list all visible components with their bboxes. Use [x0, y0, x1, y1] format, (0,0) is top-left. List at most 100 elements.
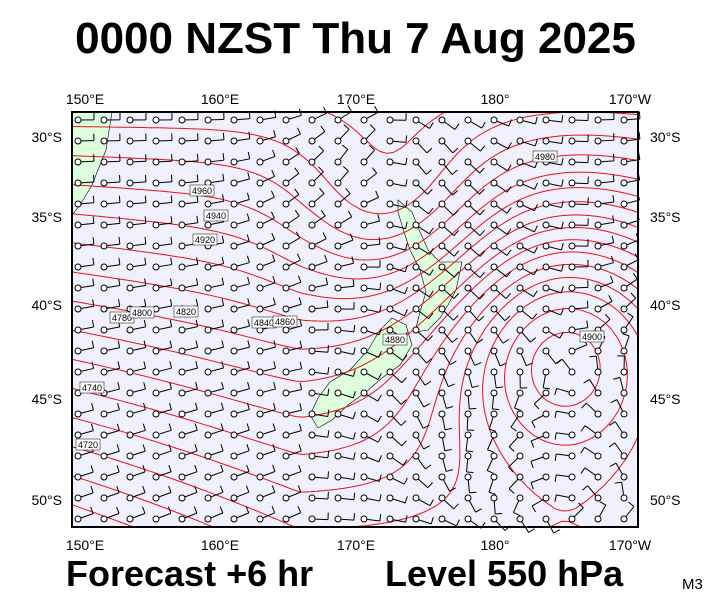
barb-station: [594, 263, 602, 271]
barb-station: [542, 452, 550, 460]
barb-station: [490, 158, 498, 166]
barb-flag: [272, 444, 276, 452]
barb-station: [230, 158, 238, 166]
barb-station: [100, 263, 108, 271]
barb-station: [568, 116, 576, 124]
barb-flag: [560, 264, 564, 272]
barb-flag: [426, 358, 433, 364]
barb-flag: [613, 377, 621, 380]
barb-flag: [377, 373, 382, 380]
barb-flag: [294, 188, 300, 195]
barb-station: [412, 137, 420, 145]
barb-station: [360, 410, 368, 418]
barb-flag: [221, 340, 225, 348]
barb-flag: [296, 253, 301, 261]
barb-station: [100, 305, 108, 313]
barb-station: [542, 137, 550, 145]
barb-flag: [425, 169, 432, 175]
model-code: M3: [682, 576, 703, 593]
barb-station: [204, 452, 212, 460]
barb-station: [282, 284, 290, 292]
barb-flag: [404, 286, 408, 294]
barb-flag: [554, 453, 557, 462]
barb-flag: [347, 210, 353, 218]
lon-label-bottom: 170°W: [609, 537, 652, 553]
contour-label-box: [272, 315, 298, 328]
barb-station: [126, 494, 134, 502]
barb-station: [126, 515, 134, 523]
barb-station: [334, 116, 342, 124]
barb-station: [360, 221, 368, 229]
barb-station: [334, 389, 342, 397]
barb-station: [308, 473, 316, 481]
barb-station: [542, 515, 550, 523]
barb-station: [100, 179, 108, 187]
barb-flag: [429, 269, 434, 276]
barb-flag: [220, 423, 224, 431]
barb-flag: [377, 435, 382, 443]
barb-station: [360, 473, 368, 481]
barb-flag: [299, 403, 303, 411]
barb-flag: [614, 481, 622, 484]
barb-flag: [222, 153, 225, 161]
barb-station: [74, 263, 82, 271]
barb-flag: [533, 403, 540, 410]
barb-station: [74, 410, 82, 418]
barb-flag: [327, 388, 330, 396]
barb-station: [308, 263, 316, 271]
barb-station: [594, 305, 602, 313]
barb-flag: [506, 270, 512, 278]
lat-label-left: 45°S: [31, 391, 62, 407]
barb-flag: [474, 362, 482, 366]
barb-flag: [195, 340, 199, 348]
barb-station: [490, 431, 498, 439]
barb-station: [126, 368, 134, 376]
barb-station: [438, 431, 446, 439]
barb-flag: [116, 423, 120, 431]
barb-station: [100, 284, 108, 292]
barb-station: [438, 158, 446, 166]
barb-station: [308, 158, 316, 166]
contour-label-box: [75, 438, 101, 451]
barb-station: [438, 326, 446, 334]
barb-station: [256, 305, 264, 313]
barb-station: [516, 326, 524, 334]
barb-station: [334, 200, 342, 208]
barb-station: [464, 263, 472, 271]
barb-flag: [561, 136, 564, 144]
barb-station: [230, 284, 238, 292]
barb-station: [74, 158, 82, 166]
barb-flag: [194, 464, 198, 472]
barb-station: [412, 242, 420, 250]
barb-flag: [142, 423, 146, 431]
barb-flag: [583, 379, 590, 384]
barb-station: [360, 431, 368, 439]
barb-flag: [325, 277, 329, 285]
barb-station: [334, 431, 342, 439]
barb-flag: [404, 496, 408, 504]
barb-station: [282, 515, 290, 523]
barb-flag: [352, 432, 356, 440]
barb-station: [386, 473, 394, 481]
barb-flag: [535, 116, 538, 124]
barb-station: [334, 179, 342, 187]
barb-station: [256, 263, 264, 271]
barb-station: [620, 284, 628, 292]
barb-station: [360, 137, 368, 145]
barb-flag: [510, 426, 517, 432]
barb-flag: [221, 361, 224, 369]
barb-flag: [430, 517, 434, 525]
barb-station: [178, 452, 186, 460]
barb-flag: [245, 485, 250, 493]
barb-station: [256, 179, 264, 187]
barb-station: [412, 158, 420, 166]
barb-flag: [610, 275, 614, 283]
barb-flag: [405, 179, 408, 187]
barb-station: [464, 494, 472, 502]
barb-station: [464, 326, 472, 334]
barb-flag: [402, 354, 408, 361]
barb-flag: [561, 158, 564, 166]
barb-station: [620, 305, 628, 313]
barb-flag: [611, 255, 614, 263]
